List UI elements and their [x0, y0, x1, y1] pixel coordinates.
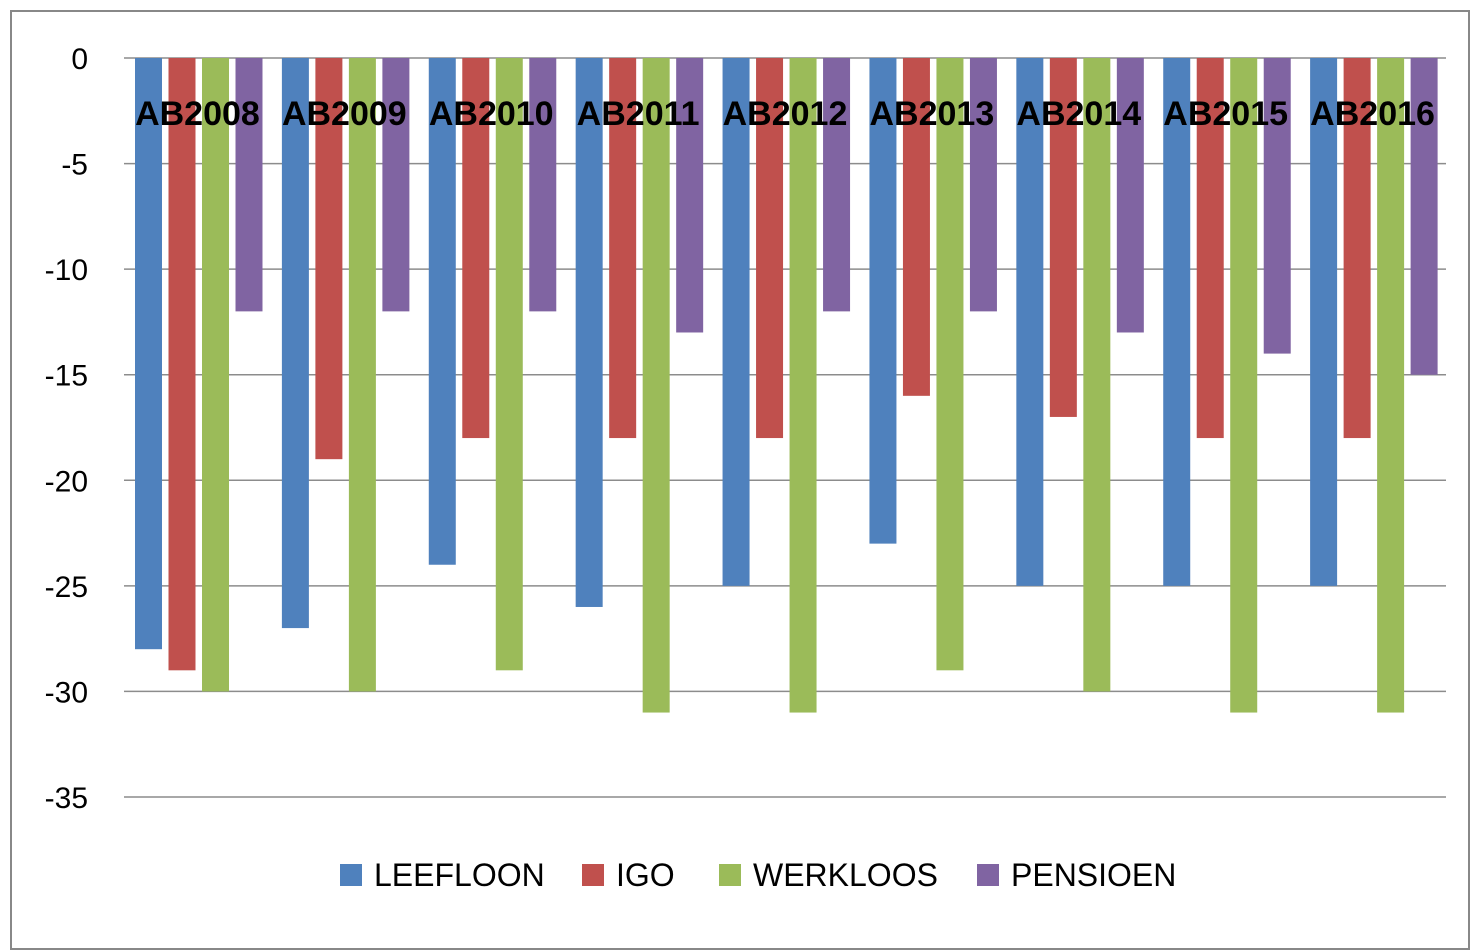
category-label: AB2013 — [870, 95, 995, 133]
category-label: AB2010 — [429, 95, 554, 133]
y-tick-label: 0 — [71, 43, 88, 76]
bar-pensioen-ab2008 — [235, 58, 263, 312]
bar-leefloon-ab2011 — [575, 58, 603, 607]
bars — [135, 58, 1438, 713]
bar-igo-ab2009 — [315, 58, 343, 460]
bar-werkloos-ab2014 — [1083, 58, 1111, 692]
bar-pensioen-ab2015 — [1263, 58, 1291, 354]
bar-igo-ab2011 — [609, 58, 637, 439]
category-label: AB2012 — [723, 95, 848, 133]
bar-leefloon-ab2016 — [1310, 58, 1338, 586]
bar-werkloos-ab2009 — [348, 58, 376, 692]
bar-igo-ab2012 — [756, 58, 784, 439]
bar-igo-ab2008 — [168, 58, 196, 671]
bar-pensioen-ab2016 — [1410, 58, 1438, 375]
y-tick-label: -5 — [61, 149, 88, 182]
bar-pensioen-ab2011 — [676, 58, 704, 333]
legend-swatch-igo — [582, 864, 604, 886]
y-tick-label: -35 — [45, 782, 88, 815]
legend-label-igo: IGO — [616, 857, 675, 893]
y-tick-label: -30 — [45, 676, 88, 709]
bar-werkloos-ab2008 — [202, 58, 229, 692]
legend-label-pensioen: PENSIOEN — [1011, 857, 1176, 893]
y-tick-label: -10 — [45, 254, 88, 287]
y-tick-label: -15 — [45, 360, 88, 393]
category-label: AB2011 — [577, 95, 700, 133]
bar-leefloon-ab2015 — [1163, 58, 1191, 586]
legend-label-werkloos: WERKLOOS — [753, 857, 938, 893]
category-label: AB2015 — [1163, 95, 1288, 133]
bar-werkloos-ab2016 — [1377, 58, 1405, 713]
bar-leefloon-ab2013 — [869, 58, 897, 544]
bar-pensioen-ab2010 — [529, 58, 557, 312]
bar-pensioen-ab2009 — [382, 58, 410, 312]
bar-igo-ab2014 — [1049, 58, 1077, 417]
category-label: AB2009 — [282, 95, 407, 133]
legend-swatch-leefloon — [340, 864, 362, 886]
bar-werkloos-ab2015 — [1230, 58, 1258, 713]
bar-igo-ab2016 — [1343, 58, 1371, 439]
legend-swatch-werkloos — [719, 864, 741, 886]
bar-werkloos-ab2012 — [789, 58, 817, 713]
bar-pensioen-ab2013 — [969, 58, 997, 312]
gridlines — [124, 57, 1446, 798]
category-label: AB2008 — [135, 95, 260, 133]
bar-leefloon-ab2014 — [1016, 58, 1044, 586]
legend: LEEFLOON IGO WERKLOOS PENSIOEN — [340, 857, 1176, 893]
y-axis: 0 -5 -10 -15 -20 -25 -30 -35 — [45, 43, 88, 815]
bar-leefloon-ab2010 — [428, 58, 456, 565]
bar-leefloon-ab2009 — [281, 58, 309, 629]
bar-werkloos-ab2010 — [495, 58, 523, 671]
bar-werkloos-ab2011 — [642, 58, 670, 713]
bar-igo-ab2013 — [902, 58, 930, 396]
bar-pensioen-ab2012 — [823, 58, 851, 312]
legend-label-leefloon: LEEFLOON — [374, 857, 545, 893]
y-tick-label: -25 — [45, 571, 88, 604]
bar-igo-ab2015 — [1196, 58, 1224, 439]
legend-swatch-pensioen — [977, 864, 999, 886]
bar-leefloon-ab2008 — [135, 58, 162, 650]
bar-werkloos-ab2013 — [936, 58, 964, 671]
bar-pensioen-ab2014 — [1116, 58, 1144, 333]
bar-igo-ab2010 — [462, 58, 490, 439]
category-label: AB2014 — [1016, 95, 1141, 133]
category-labels: AB2008 AB2009 AB2010 AB2011 AB2012 AB2013 AB20… — [135, 95, 1435, 133]
category-label: AB2016 — [1310, 95, 1435, 133]
y-tick-label: -20 — [45, 465, 88, 498]
bar-leefloon-ab2012 — [722, 58, 750, 586]
